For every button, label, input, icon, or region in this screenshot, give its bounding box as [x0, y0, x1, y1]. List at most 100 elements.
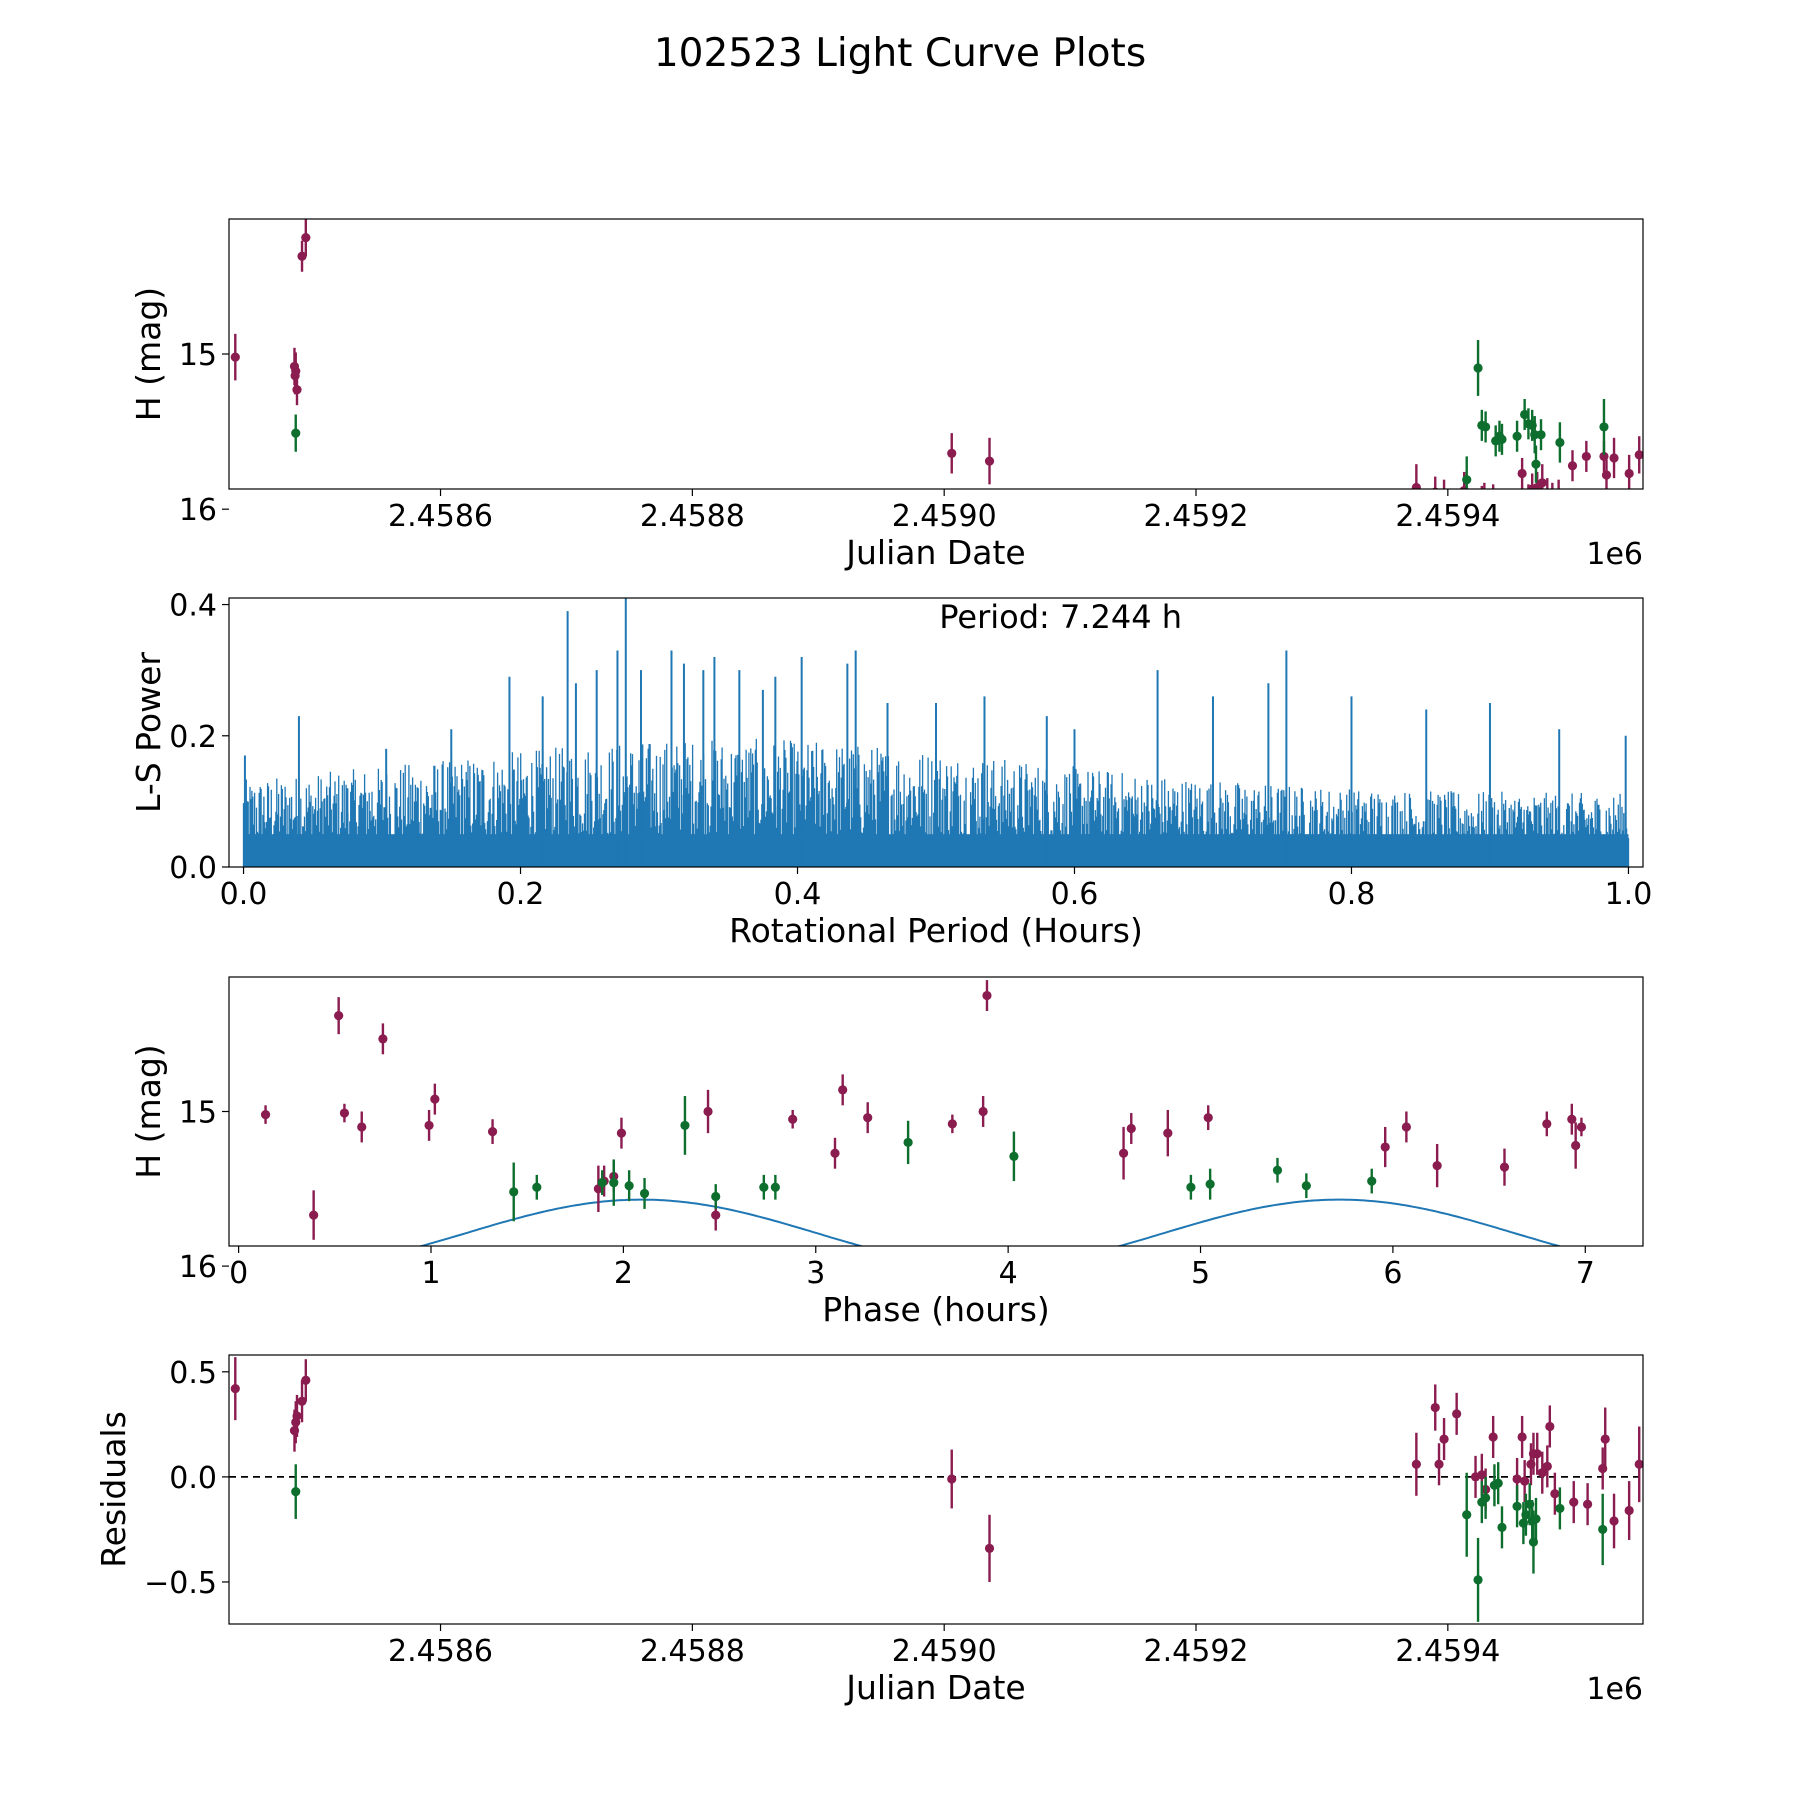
data-marker: [1542, 1461, 1552, 1471]
data-marker: [982, 990, 992, 1001]
data-marker: [947, 448, 957, 458]
data-marker: [1493, 1478, 1503, 1488]
x-axis-label: Phase (hours): [822, 1290, 1050, 1329]
data-marker: [830, 1148, 840, 1158]
data-point-g-1: [1462, 1472, 1472, 1557]
data-point-r-19: [1520, 1460, 1530, 1503]
data-point-r-23: [1537, 1451, 1547, 1494]
data-point-g-14: [1536, 419, 1546, 451]
data-point-r-18: [863, 1102, 873, 1134]
data-point-r-6: [947, 1449, 957, 1509]
x-tick-label: 3: [806, 1256, 825, 1291]
x-axis-label: Julian Date: [844, 533, 1026, 572]
data-marker: [1567, 461, 1578, 471]
data-marker: [863, 1113, 873, 1123]
data-marker: [1380, 1142, 1390, 1152]
data-point-r-4: [297, 1380, 307, 1423]
data-point-r-27: [1401, 1111, 1411, 1143]
data-marker: [1554, 491, 1563, 500]
data-marker: [838, 1085, 848, 1095]
y-tick-label: 0.4: [169, 589, 217, 624]
data-point-r-9: [1430, 1384, 1440, 1431]
data-marker: [947, 1119, 957, 1129]
data-point-g-7: [1497, 1506, 1507, 1549]
data-marker: [1439, 1434, 1449, 1444]
y-axis-label: L-S Power: [129, 652, 168, 813]
lightcurve-axes: 2.4586 2.4588 2.4590 2.4592 2.4594 16 15 Julian…: [129, 218, 1644, 572]
data-marker: [1555, 437, 1565, 448]
data-marker: [759, 1182, 769, 1192]
data-marker: [230, 352, 240, 362]
series-g-band: [509, 1096, 1377, 1222]
data-marker: [1567, 1114, 1577, 1124]
data-marker: [1205, 1179, 1215, 1189]
y-tick-label: 0.2: [169, 720, 217, 755]
x-offset-label: 1e6: [1586, 537, 1643, 572]
data-point-r-18: [1517, 1415, 1527, 1458]
data-point-r-19: [947, 1114, 957, 1134]
data-point-g-12: [1530, 416, 1540, 454]
data-marker: [1497, 1522, 1507, 1532]
data-point-g-14: [1272, 1157, 1283, 1183]
data-marker: [1634, 450, 1643, 460]
data-marker: [1599, 451, 1609, 462]
data-marker: [1477, 1470, 1487, 1480]
x-tick-label: 0.8: [1328, 877, 1376, 912]
data-marker: [1524, 495, 1533, 504]
data-marker: [1550, 1489, 1560, 1499]
x-tick-label: 7: [1576, 1256, 1595, 1291]
data-marker: [1521, 1510, 1531, 1520]
data-point-r-12: [616, 1117, 627, 1149]
data-marker: [639, 1188, 650, 1199]
data-marker: [1512, 1474, 1522, 1484]
data-marker: [1569, 1497, 1579, 1507]
data-marker: [1411, 482, 1421, 489]
x-axis-label: Julian Date: [844, 1668, 1026, 1707]
y-axis-label: H (mag): [129, 1044, 168, 1178]
data-marker: [1512, 431, 1522, 441]
data-marker: [291, 428, 301, 438]
data-marker: [1163, 1128, 1173, 1138]
data-marker: [624, 1181, 634, 1191]
data-point-r-27: [1554, 479, 1563, 500]
data-marker: [1542, 1119, 1552, 1129]
data-marker: [1517, 468, 1527, 479]
x-tick-label: 2.4586: [388, 499, 493, 534]
x-axis-label: Rotational Period (Hours): [729, 911, 1143, 950]
data-point-g-4: [624, 1170, 634, 1202]
period-annotation: Period: 7.244 h: [939, 598, 1182, 636]
data-marker: [291, 1487, 301, 1497]
data-marker: [1532, 1449, 1542, 1459]
data-marker: [230, 1384, 240, 1394]
series-g-band: [291, 340, 1609, 489]
data-point-r-28: [1567, 450, 1578, 482]
data-marker: [1536, 430, 1546, 440]
data-marker: [1624, 468, 1634, 479]
data-point-r-31: [1601, 459, 1612, 489]
data-point-g-4: [1481, 1476, 1491, 1519]
data-marker: [260, 1109, 271, 1120]
data-marker: [1520, 409, 1530, 420]
data-marker: [1598, 1524, 1608, 1535]
data-point-r-17: [838, 1074, 848, 1106]
data-marker: [1520, 1476, 1530, 1486]
x-tick-label: 0.0: [220, 877, 268, 912]
data-point-r-3: [292, 1394, 302, 1437]
data-point-r-24: [1163, 1109, 1173, 1157]
data-marker: [1517, 1432, 1527, 1442]
x-tick-label: 2.4594: [1395, 1634, 1500, 1669]
x-tick-label: 2.4586: [388, 1634, 493, 1669]
data-point-r-0: [230, 1357, 240, 1421]
data-marker: [1581, 451, 1591, 462]
data-point-g-0: [291, 414, 301, 452]
data-marker: [1401, 1122, 1411, 1132]
x-tick-label: 2.4592: [1144, 499, 1249, 534]
x-offset-label: 1e6: [1586, 1672, 1643, 1707]
data-marker: [711, 1191, 721, 1202]
data-marker: [424, 1120, 434, 1131]
data-point-g-8: [759, 1174, 769, 1200]
data-point-r-0: [260, 1105, 271, 1124]
lightcurve-frame: [228, 218, 1644, 490]
data-marker: [1571, 1140, 1581, 1151]
data-point-r-32: [1624, 1481, 1634, 1540]
